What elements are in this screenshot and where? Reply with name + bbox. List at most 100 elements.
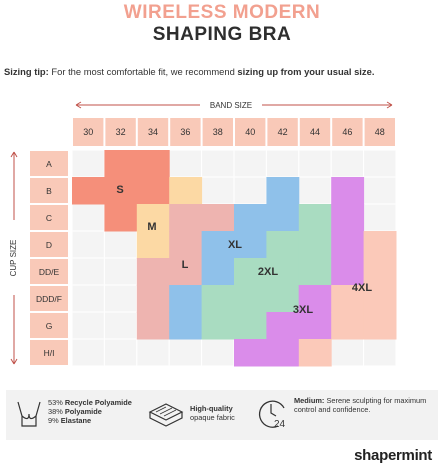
size-cell	[169, 258, 203, 286]
size-cell	[363, 285, 397, 313]
size-cell	[201, 312, 235, 340]
size-cell	[169, 177, 203, 205]
cup-size-label: CUP SIZE	[9, 240, 18, 277]
grid-cell	[265, 149, 300, 178]
size-cell	[298, 231, 332, 259]
grid-cell	[103, 284, 138, 313]
text: Elastane	[60, 416, 92, 425]
grid-cell	[298, 176, 332, 205]
tip-label: Sizing tip:	[4, 66, 49, 77]
band-label: 48	[375, 127, 385, 137]
size-cell	[136, 204, 170, 232]
size-cell	[298, 339, 332, 367]
grid-cell	[71, 257, 105, 286]
cup-cell	[30, 313, 68, 338]
grid-cell	[298, 149, 332, 178]
band-size-label: BAND SIZE	[210, 101, 252, 110]
size-label: L	[182, 259, 189, 271]
grid-cell	[233, 176, 267, 205]
band-cell	[267, 118, 298, 146]
grid-cell	[168, 338, 203, 367]
clock-icon: 24	[258, 400, 286, 430]
size-label: 3XL	[293, 304, 313, 316]
size-cell	[298, 258, 332, 286]
size-cell	[266, 339, 300, 367]
band-cell	[332, 118, 363, 146]
brand-logo: shapermint	[354, 447, 432, 464]
sizing-tip: Sizing tip: For the most comfortable fit…	[4, 66, 374, 77]
size-cell	[169, 204, 203, 232]
band-label: 32	[116, 127, 126, 137]
feature-bar: 53% Recycle Polyamide 38% Polyamide 9% E…	[6, 390, 438, 440]
grid-cell	[71, 284, 105, 313]
grid-cell	[363, 149, 397, 178]
cup-label: A	[46, 159, 52, 169]
size-cell	[298, 285, 332, 313]
size-cell	[104, 177, 138, 205]
cup-cell	[30, 259, 68, 284]
size-cell	[331, 312, 365, 340]
cup-cell	[30, 286, 68, 311]
band-label: 36	[180, 127, 190, 137]
fabric-quality: High-quality opaque fabric	[190, 404, 235, 422]
size-cell	[136, 231, 170, 259]
grid-cell	[201, 176, 235, 205]
text: Polyamide	[64, 407, 102, 416]
fabric-list: 53% Recycle Polyamide 38% Polyamide 9% E…	[48, 398, 132, 425]
grid-cell	[363, 176, 397, 205]
size-cell	[331, 258, 365, 286]
grid-cell	[233, 149, 267, 178]
cup-cell	[30, 205, 68, 230]
cup-label: DDD/F	[36, 294, 62, 304]
text: 9%	[48, 416, 59, 425]
grid-cell	[71, 230, 105, 259]
bra-icon	[17, 401, 41, 427]
fabric-item: 38% Polyamide	[48, 407, 132, 416]
band-cell	[73, 118, 104, 146]
size-cell	[266, 177, 300, 205]
band-label: 30	[83, 127, 93, 137]
text: 53%	[48, 398, 63, 407]
size-cell	[201, 285, 235, 313]
size-cell	[331, 204, 365, 232]
size-cell	[234, 339, 267, 367]
tip-text: For the most comfortable fit, we recomme…	[51, 66, 235, 77]
size-cell	[136, 312, 170, 340]
size-cell	[331, 177, 365, 205]
size-cell	[363, 231, 397, 259]
grid-cell	[201, 149, 235, 178]
cup-cell	[30, 340, 68, 365]
size-label: M	[147, 221, 156, 233]
grid-cell	[168, 149, 203, 178]
cup-label: H/I	[44, 348, 55, 358]
size-cell	[104, 150, 138, 178]
size-cell	[266, 258, 300, 286]
cup-label: G	[46, 321, 53, 331]
text: Recycle Polyamide	[64, 398, 132, 407]
grid-cell	[103, 338, 138, 367]
size-label: XL	[228, 239, 242, 251]
text: Medium:	[294, 396, 325, 405]
text: opaque fabric	[190, 413, 235, 422]
size-cell	[266, 204, 300, 232]
band-label: 38	[213, 127, 223, 137]
grid-cell	[363, 338, 397, 367]
support-level: Medium: Serene sculpting for maximum con…	[294, 396, 434, 414]
cup-cell	[30, 151, 68, 176]
grid-cell	[330, 338, 365, 367]
cup-label: D	[46, 240, 52, 250]
grid-cell	[103, 257, 138, 286]
band-label: 34	[148, 127, 158, 137]
arrow-head	[10, 151, 18, 365]
grid-cell	[363, 203, 397, 232]
grid-cell	[71, 203, 105, 232]
band-cell	[105, 118, 136, 146]
title-line-1: WIRELESS MODERN	[123, 2, 321, 23]
size-cell	[234, 258, 267, 286]
size-cell	[136, 150, 170, 178]
size-cell	[201, 231, 235, 259]
cup-label: DD/E	[39, 267, 60, 277]
text: High-quality	[190, 404, 233, 413]
size-cell	[234, 231, 267, 259]
